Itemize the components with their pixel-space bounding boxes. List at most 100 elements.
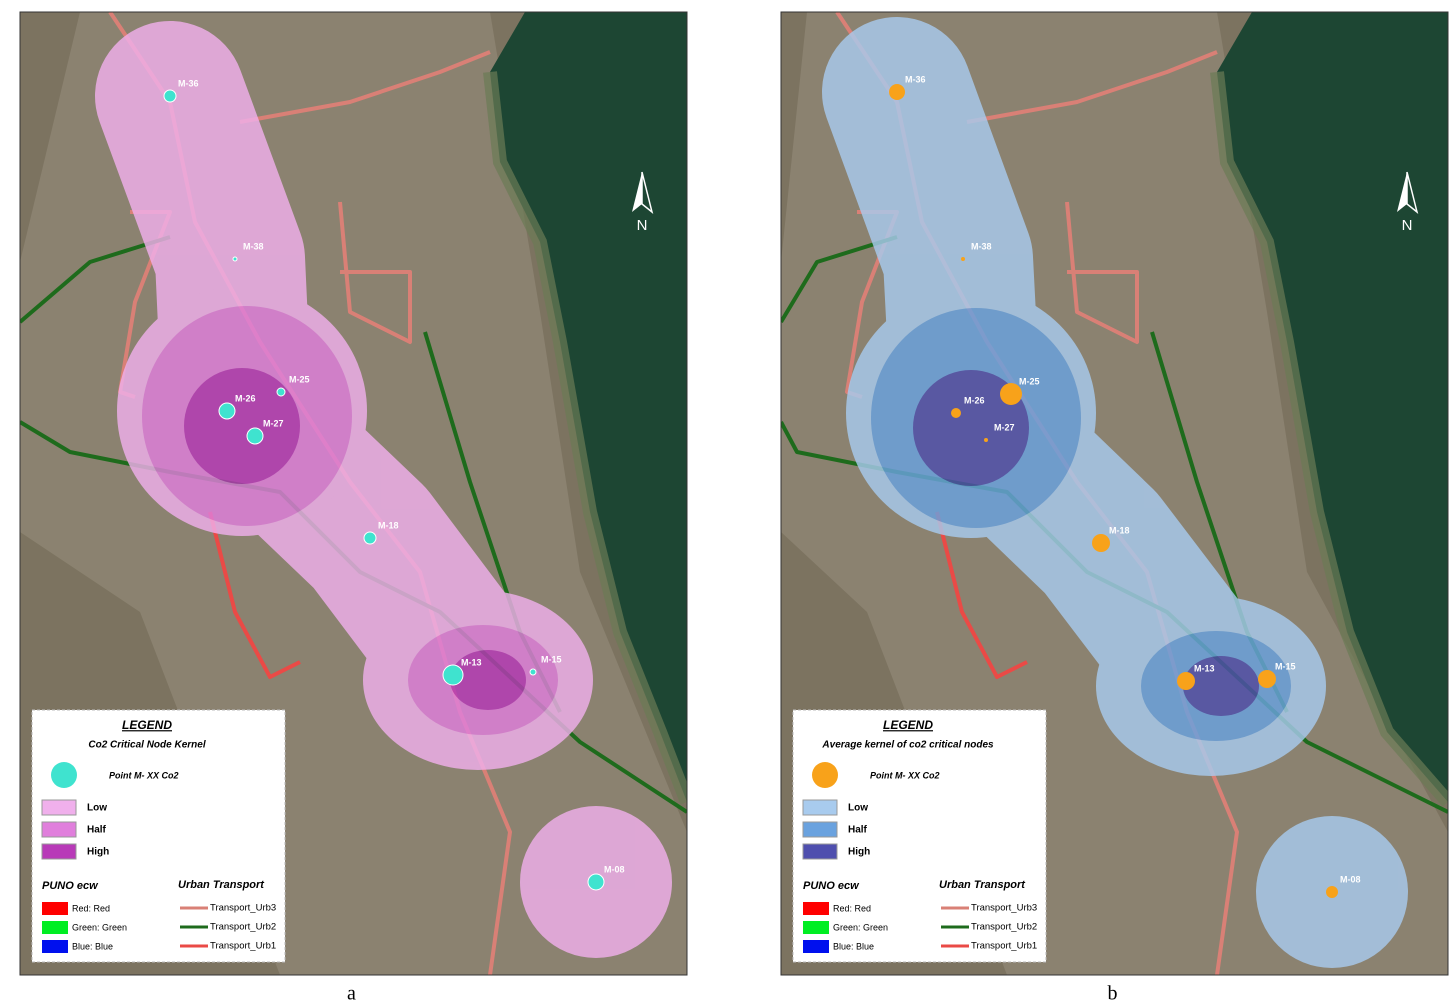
legend-line-label: Transport_Urb1 bbox=[971, 941, 1037, 952]
node-label: M-13 bbox=[1194, 663, 1215, 673]
node-label: M-13 bbox=[461, 657, 482, 667]
legend-title: LEGEND bbox=[883, 718, 933, 732]
node-label: M-18 bbox=[1109, 525, 1130, 535]
map-body: M-36 M-38 M-25 M-26 M-27 M-18 M-13 M-15 M-08 N LEG… bbox=[20, 12, 687, 975]
node-point bbox=[587, 873, 605, 891]
legend-swatch bbox=[802, 799, 838, 816]
shore bbox=[1210, 71, 1448, 807]
legend-transport-title: Urban Transport bbox=[939, 879, 1026, 891]
legend-line-label: Transport_Urb2 bbox=[210, 922, 276, 933]
node-label: M-18 bbox=[378, 520, 399, 530]
north-label: N bbox=[637, 217, 648, 234]
node-point bbox=[984, 438, 988, 442]
map-panel: M-36 M-38 M-25 M-26 M-27 M-18 M-13 M-15 M-08 N LEG… bbox=[19, 11, 688, 976]
map-panel: M-36 M-38 M-25 M-26 M-27 M-18 M-13 M-15 M-08 N LEG… bbox=[780, 11, 1449, 976]
legend-band: Green: Green bbox=[72, 922, 127, 932]
node-point bbox=[1258, 670, 1276, 688]
node-point bbox=[951, 408, 961, 418]
node-point bbox=[163, 89, 177, 103]
node-point bbox=[246, 427, 264, 445]
legend-line-label: Transport_Urb2 bbox=[971, 922, 1037, 933]
legend-line-label: Transport_Urb1 bbox=[210, 941, 276, 952]
node-point bbox=[1000, 383, 1022, 405]
legend-transport-title: Urban Transport bbox=[178, 879, 265, 891]
node-point bbox=[442, 664, 464, 686]
north-label: N bbox=[1402, 217, 1413, 234]
north-arrow bbox=[641, 171, 654, 214]
legend-point bbox=[51, 762, 77, 788]
legend-point-label: Point M- XX Co2 bbox=[870, 770, 940, 780]
legend-band-swatch bbox=[803, 902, 829, 915]
road bbox=[781, 235, 898, 324]
kernel bbox=[822, 17, 1408, 968]
shore bbox=[483, 71, 687, 805]
kernel-high bbox=[1183, 656, 1259, 716]
legend-band: Red: Red bbox=[72, 903, 110, 913]
legend-class: High bbox=[848, 847, 870, 858]
node-point bbox=[276, 387, 286, 397]
legend-band: Blue: Blue bbox=[833, 941, 874, 951]
road bbox=[966, 50, 1218, 124]
node-label: M-36 bbox=[905, 74, 926, 84]
node-label: M-27 bbox=[263, 418, 284, 428]
node-label: M-26 bbox=[964, 395, 985, 405]
legend-point-label: Point M- XX Co2 bbox=[109, 770, 179, 780]
road bbox=[239, 50, 491, 124]
legend-line-label: Transport_Urb3 bbox=[971, 903, 1037, 914]
legend-class: Low bbox=[87, 803, 107, 814]
legend-band-swatch bbox=[803, 921, 829, 934]
node-point bbox=[218, 402, 236, 420]
node-point bbox=[889, 84, 905, 100]
legend-band: Red: Red bbox=[833, 903, 871, 913]
node-label: M-25 bbox=[289, 374, 310, 384]
node-label: M-15 bbox=[541, 654, 562, 664]
legend-band: Blue: Blue bbox=[72, 941, 113, 951]
legend-band: Green: Green bbox=[833, 922, 888, 932]
kernel bbox=[95, 21, 672, 958]
lake bbox=[490, 12, 687, 802]
node-label: M-38 bbox=[243, 241, 264, 251]
kernel-high bbox=[450, 650, 526, 710]
node-label: M-36 bbox=[178, 78, 199, 88]
legend-class: Low bbox=[848, 803, 868, 814]
panel-frame bbox=[19, 11, 688, 976]
road bbox=[338, 201, 412, 344]
legend-point bbox=[812, 762, 838, 788]
north-arrow bbox=[632, 172, 642, 212]
legend-swatch bbox=[41, 843, 77, 860]
node-point bbox=[529, 668, 537, 676]
node-label: M-27 bbox=[994, 422, 1015, 432]
legend-subtitle: Average kernel of co2 critical nodes bbox=[821, 740, 994, 751]
road bbox=[20, 235, 171, 324]
node-label: M-08 bbox=[1340, 874, 1361, 884]
node-point bbox=[232, 256, 238, 262]
node-label: M-25 bbox=[1019, 376, 1040, 386]
kernel-high bbox=[184, 368, 300, 484]
legend-subtitle: Co2 Critical Node Kernel bbox=[88, 740, 205, 751]
road bbox=[208, 511, 301, 679]
legend-class: High bbox=[87, 847, 109, 858]
legend-class: Half bbox=[848, 825, 868, 836]
road bbox=[1065, 201, 1139, 344]
node-point bbox=[1092, 534, 1110, 552]
node-point bbox=[961, 257, 965, 261]
legend-swatch bbox=[802, 821, 838, 838]
legend-band-swatch bbox=[42, 940, 68, 953]
legend-band-swatch bbox=[42, 902, 68, 915]
node-point bbox=[1177, 672, 1195, 690]
node-label: M-08 bbox=[604, 864, 625, 874]
node-point bbox=[363, 531, 377, 545]
legend-swatch bbox=[41, 799, 77, 816]
node-label: M-26 bbox=[235, 393, 256, 403]
kernel-high bbox=[913, 370, 1029, 486]
legend-swatch bbox=[41, 821, 77, 838]
north-arrow bbox=[1406, 171, 1419, 214]
node-label: M-38 bbox=[971, 241, 992, 251]
legend: LEGEND Co2 Critical Node Kernel Point M- X… bbox=[31, 709, 286, 963]
legend-band-swatch bbox=[803, 940, 829, 953]
node-label: M-15 bbox=[1275, 661, 1296, 671]
lake bbox=[1217, 12, 1448, 802]
legend-line-label: Transport_Urb3 bbox=[210, 903, 276, 914]
map-body: M-36 M-38 M-25 M-26 M-27 M-18 M-13 M-15 M-08 N LEG… bbox=[781, 12, 1448, 975]
